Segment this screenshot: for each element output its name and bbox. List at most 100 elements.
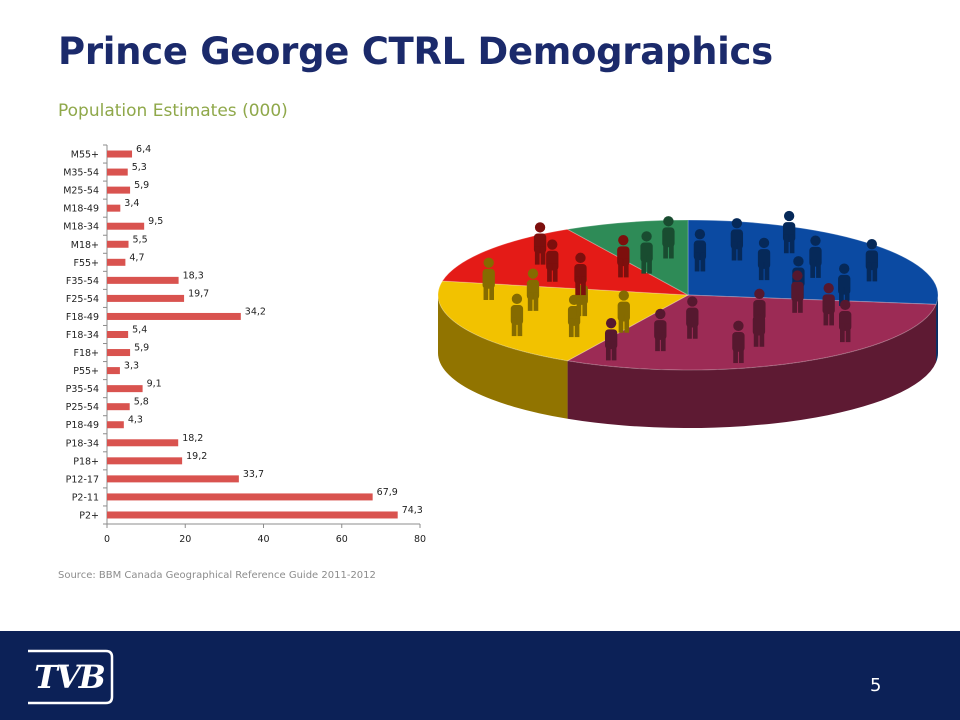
data-label: 5,9 bbox=[134, 343, 149, 354]
person-icon bbox=[757, 237, 771, 281]
person-icon bbox=[865, 238, 879, 282]
bar bbox=[107, 349, 131, 357]
x-tick-label: 80 bbox=[414, 534, 426, 545]
data-label: 5,4 bbox=[132, 325, 147, 336]
data-label: 3,3 bbox=[124, 361, 139, 372]
person-icon bbox=[482, 257, 495, 300]
person-icon bbox=[822, 283, 835, 326]
bar bbox=[107, 439, 179, 447]
chart-subtitle: Population Estimates (000) bbox=[58, 101, 288, 121]
person-icon bbox=[838, 263, 851, 306]
category-label: F35-54 bbox=[66, 276, 99, 287]
bar bbox=[107, 331, 129, 338]
bar bbox=[107, 168, 128, 176]
bar bbox=[107, 150, 133, 158]
person-icon bbox=[533, 222, 547, 265]
data-label: 5,3 bbox=[132, 162, 147, 173]
slide-title: Prince George CTRL Demographics bbox=[58, 30, 773, 73]
person-icon bbox=[546, 239, 559, 282]
data-label: 18,3 bbox=[183, 270, 204, 281]
person-icon bbox=[640, 231, 653, 274]
person-icon bbox=[574, 252, 587, 296]
person-icon bbox=[752, 304, 766, 347]
data-label: 3,4 bbox=[124, 198, 139, 209]
bar bbox=[107, 312, 241, 320]
data-label: 34,2 bbox=[245, 306, 266, 317]
pie-slice bbox=[441, 228, 689, 296]
data-label: 5,5 bbox=[133, 234, 148, 245]
category-label: P18+ bbox=[73, 456, 99, 467]
person-icon bbox=[730, 218, 744, 261]
category-label: P2+ bbox=[79, 510, 99, 521]
source-note: Source: BBM Canada Geographical Referenc… bbox=[58, 570, 376, 581]
bar bbox=[107, 475, 239, 483]
pie-slice-side bbox=[567, 304, 937, 428]
data-label: 33,7 bbox=[243, 469, 264, 480]
data-label: 5,9 bbox=[134, 180, 149, 191]
pie-slice bbox=[437, 280, 690, 362]
x-tick-label: 40 bbox=[257, 534, 269, 545]
person-icon bbox=[791, 270, 804, 313]
category-label: F55+ bbox=[73, 258, 99, 269]
bar bbox=[107, 421, 124, 429]
person-icon bbox=[617, 234, 630, 278]
bar bbox=[107, 222, 145, 230]
person-icon bbox=[686, 296, 699, 339]
category-label: P35-54 bbox=[66, 384, 99, 395]
data-label: 67,9 bbox=[377, 487, 398, 498]
data-label: 18,2 bbox=[182, 433, 203, 444]
category-label: M25-54 bbox=[63, 186, 99, 197]
bar bbox=[107, 186, 131, 194]
x-tick-label: 60 bbox=[336, 534, 348, 545]
category-label: P12-17 bbox=[66, 474, 99, 485]
person-icon bbox=[839, 299, 852, 343]
bar bbox=[107, 294, 185, 302]
category-label: P25-54 bbox=[66, 402, 99, 413]
data-label: 4,7 bbox=[129, 252, 144, 263]
category-label: M18-34 bbox=[63, 222, 99, 233]
person-icon bbox=[510, 293, 524, 337]
bar bbox=[107, 204, 121, 212]
logo-text: TVB bbox=[34, 658, 106, 696]
data-label: 74,3 bbox=[402, 505, 423, 516]
category-label: P2-11 bbox=[72, 492, 99, 503]
bar bbox=[107, 511, 398, 519]
person-icon bbox=[662, 216, 675, 259]
data-label: 5,8 bbox=[134, 397, 149, 408]
category-label: P18-34 bbox=[66, 438, 99, 449]
category-label: M18-49 bbox=[63, 204, 99, 215]
bar bbox=[107, 276, 179, 284]
data-label: 6,4 bbox=[136, 144, 151, 155]
demographics-3d-pie-chart bbox=[437, 210, 939, 428]
category-label: F18+ bbox=[73, 348, 99, 359]
tvb-logo bbox=[28, 649, 114, 705]
category-label: M35-54 bbox=[63, 168, 99, 179]
person-icon bbox=[809, 235, 822, 278]
category-label: F18-34 bbox=[66, 330, 99, 341]
x-tick-label: 0 bbox=[104, 534, 110, 545]
person-icon bbox=[782, 210, 796, 254]
category-label: F18-49 bbox=[66, 312, 99, 323]
pie-slice-side bbox=[936, 295, 938, 363]
category-label: M18+ bbox=[71, 240, 99, 251]
data-label: 9,5 bbox=[148, 216, 163, 227]
bar bbox=[107, 403, 130, 411]
population-bar-chart: M55+ 6,4 M35-54 5,3 M25-54 5,9 M18-49 3,4 M18-34… bbox=[63, 144, 426, 545]
category-label: F25-54 bbox=[66, 294, 99, 305]
data-label: 19,2 bbox=[186, 451, 207, 462]
data-label: 19,7 bbox=[188, 288, 209, 299]
data-label: 9,1 bbox=[147, 379, 162, 390]
person-icon bbox=[732, 320, 745, 364]
bar bbox=[107, 240, 129, 248]
bar bbox=[107, 457, 183, 465]
pie-slice-side bbox=[438, 295, 568, 419]
footer-bar: TVB 5 bbox=[0, 631, 960, 720]
page-number: 5 bbox=[870, 675, 882, 696]
bar bbox=[107, 258, 126, 266]
data-label: 4,3 bbox=[128, 415, 143, 426]
bar bbox=[107, 367, 120, 375]
bar bbox=[107, 493, 373, 501]
category-label: P18-49 bbox=[66, 420, 99, 431]
person-icon bbox=[693, 229, 707, 272]
category-label: M55+ bbox=[71, 150, 99, 161]
